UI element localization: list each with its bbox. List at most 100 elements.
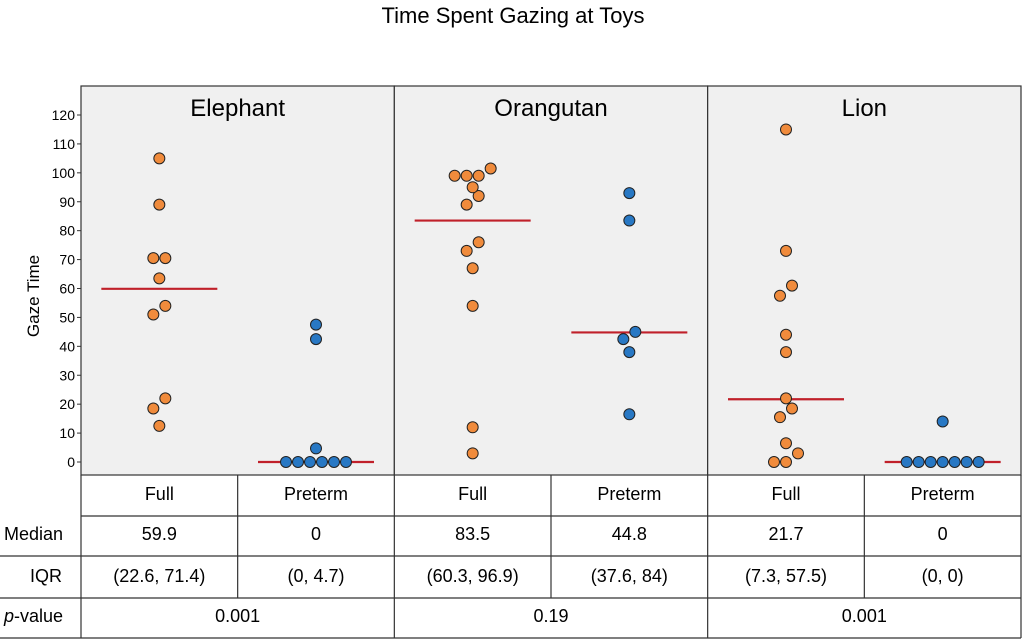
data-point-orangutan-full	[472, 236, 485, 249]
data-point-orangutan-full	[466, 421, 479, 434]
data-point-lion-full	[780, 437, 792, 450]
p-suffix: -value	[14, 606, 63, 626]
data-point-lion-preterm	[936, 456, 949, 468]
data-point-elephant-full	[147, 252, 160, 265]
data-point-lion-preterm	[924, 456, 937, 468]
data-point-elephant-preterm	[310, 442, 322, 455]
iqr-value: (22.6, 71.4)	[113, 566, 205, 586]
data-point-elephant-preterm	[340, 456, 352, 468]
data-point-lion-preterm	[960, 456, 973, 468]
data-point-elephant-preterm	[310, 333, 322, 346]
panel-title-elephant: Elephant	[190, 95, 285, 122]
data-point-orangutan-full	[460, 244, 473, 257]
panel-lion	[707, 85, 1022, 476]
median-value: 44.8	[612, 524, 647, 544]
data-point-orangutan-full	[466, 447, 479, 460]
median-value: 0	[938, 524, 948, 544]
row-label-median: Median	[4, 524, 63, 544]
data-point-lion-full	[786, 402, 798, 415]
p-value: 0.19	[533, 606, 568, 626]
data-point-orangutan-full	[484, 162, 497, 175]
data-point-elephant-full	[159, 392, 172, 405]
data-point-lion-full	[780, 346, 792, 359]
data-point-elephant-full	[153, 272, 166, 285]
p-value: 0.001	[215, 606, 260, 626]
data-point-elephant-full	[147, 402, 160, 415]
y-axis-label: Gaze Time	[24, 255, 43, 337]
group-label: Preterm	[597, 484, 661, 504]
y-tick-label: 40	[59, 338, 75, 354]
y-tick-label: 100	[52, 165, 76, 181]
data-point-orangutan-preterm	[623, 346, 636, 359]
data-point-elephant-full	[153, 198, 166, 211]
data-point-elephant-full	[153, 419, 166, 432]
data-point-orangutan-full	[448, 169, 461, 182]
data-point-lion-full	[774, 411, 786, 424]
panel-title-lion: Lion	[842, 95, 887, 122]
data-point-lion-preterm	[912, 456, 925, 468]
data-point-orangutan-preterm	[623, 214, 636, 227]
y-tick-label: 20	[59, 396, 75, 412]
row-label-iqr: IQR	[30, 566, 62, 586]
y-tick-label: 120	[52, 107, 76, 123]
data-point-elephant-full	[159, 252, 172, 265]
data-point-elephant-preterm	[304, 456, 316, 468]
data-point-elephant-preterm	[292, 456, 304, 468]
p-value: 0.001	[842, 606, 887, 626]
data-point-lion-full	[780, 123, 792, 136]
median-value: 59.9	[142, 524, 177, 544]
data-point-lion-preterm	[972, 456, 985, 468]
data-point-elephant-preterm	[310, 318, 322, 331]
data-point-elephant-preterm	[328, 456, 340, 468]
group-label: Preterm	[911, 484, 975, 504]
data-point-lion-preterm	[948, 456, 961, 468]
data-point-lion-full	[780, 328, 792, 341]
iqr-value: (0, 0)	[922, 566, 964, 586]
y-tick-label: 50	[59, 309, 75, 325]
data-point-lion-preterm	[936, 415, 949, 428]
data-point-lion-full	[774, 289, 786, 302]
y-tick-label: 60	[59, 281, 75, 297]
data-point-orangutan-full	[460, 169, 473, 182]
data-point-lion-full	[792, 447, 804, 460]
group-label: Preterm	[284, 484, 348, 504]
data-point-orangutan-full	[472, 169, 485, 182]
y-tick-label: 80	[59, 223, 75, 239]
y-tick-label: 70	[59, 252, 75, 268]
data-point-orangutan-full	[466, 299, 479, 312]
y-tick-label: 90	[59, 194, 75, 210]
data-point-orangutan-preterm	[623, 187, 636, 200]
chart-title: Time Spent Gazing at Toys	[382, 3, 645, 28]
median-value: 83.5	[455, 524, 490, 544]
group-label: Full	[145, 484, 174, 504]
panel-title-orangutan: Orangutan	[494, 95, 607, 122]
data-point-lion-full	[786, 279, 798, 292]
data-point-elephant-full	[159, 299, 172, 312]
iqr-value: (37.6, 84)	[591, 566, 668, 586]
y-tick-label: 30	[59, 367, 75, 383]
iqr-value: (7.3, 57.5)	[745, 566, 827, 586]
data-point-orangutan-full	[466, 262, 479, 275]
p-italic: p	[3, 606, 14, 626]
data-point-orangutan-full	[460, 198, 473, 211]
group-label: Full	[458, 484, 487, 504]
y-tick-label: 10	[59, 425, 75, 441]
data-point-orangutan-full	[472, 189, 485, 202]
data-point-lion-full	[780, 456, 792, 468]
data-point-orangutan-preterm	[629, 325, 642, 338]
panel-elephant	[80, 85, 395, 476]
data-point-lion-preterm	[900, 456, 913, 468]
data-point-orangutan-preterm	[623, 408, 636, 421]
data-point-elephant-preterm	[280, 456, 292, 468]
data-point-lion-full	[768, 456, 780, 468]
median-value: 21.7	[768, 524, 803, 544]
panel-orangutan	[393, 85, 709, 476]
iqr-value: (60.3, 96.9)	[427, 566, 519, 586]
data-point-lion-full	[780, 244, 792, 257]
y-tick-label: 0	[67, 454, 75, 470]
row-label-p-value: p-value	[3, 606, 63, 626]
data-point-orangutan-preterm	[617, 333, 630, 346]
data-point-orangutan-full	[466, 181, 479, 194]
y-tick-label: 110	[53, 136, 76, 152]
data-point-elephant-full	[147, 308, 160, 321]
